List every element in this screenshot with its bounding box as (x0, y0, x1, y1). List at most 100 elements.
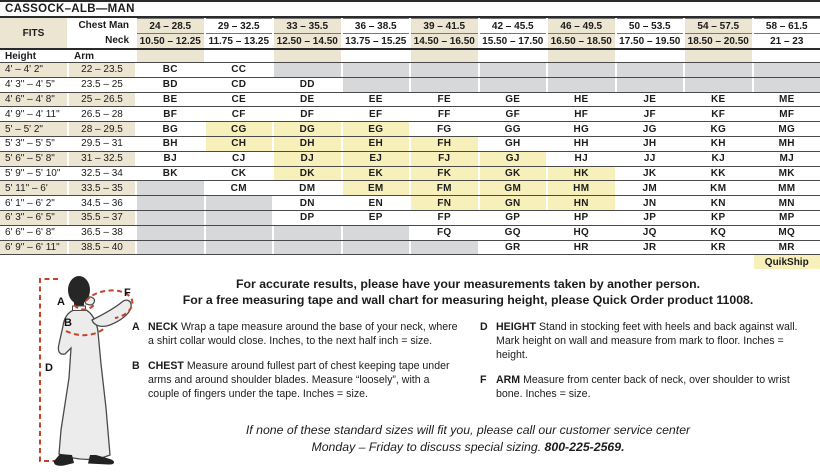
size-code-cell: GN (480, 196, 547, 210)
figure-label-neck: A (57, 296, 65, 308)
size-code-cell: GQ (480, 226, 547, 240)
arm-cell: 23.5 – 25 (69, 78, 135, 92)
height-cell: 5' 6" – 5' 8" (0, 152, 67, 166)
size-code-cell: CE (206, 93, 273, 107)
unavailable-cell (685, 78, 752, 92)
arm-cell: 38.5 – 40 (69, 241, 135, 255)
neck-range-cell: 11.75 – 13.25 (206, 33, 273, 48)
instruction-letter: F (480, 373, 496, 401)
size-code-cell: CM (206, 181, 273, 195)
height-column-label: Height (0, 50, 67, 62)
size-code-cell: BC (137, 63, 204, 77)
unavailable-cell (480, 63, 547, 77)
instruction-text: HEIGHT Stand in stocking feet with heels… (496, 320, 808, 362)
size-code-cell: DH (274, 137, 341, 151)
size-code-cell: DF (274, 107, 341, 121)
size-code-cell: BE (137, 93, 204, 107)
chest-range-cell: 46 – 49.5 (548, 18, 615, 33)
neck-range-cell: 16.50 – 18.50 (548, 33, 615, 48)
size-code-cell: KE (685, 93, 752, 107)
header-stripe-cell (137, 50, 204, 62)
chest-range-cell: 54 – 57.5 (685, 18, 752, 33)
size-code-cell: FF (411, 107, 478, 121)
height-cell: 5' 3" – 5' 5" (0, 137, 67, 151)
unavailable-cell (137, 241, 204, 255)
size-code-cell: EP (343, 211, 410, 225)
size-code-cell: JN (617, 196, 684, 210)
neck-range-cell: 17.50 – 19.50 (617, 33, 684, 48)
unavailable-cell (137, 196, 204, 210)
size-code-cell: HH (548, 137, 615, 151)
unavailable-cell (754, 63, 820, 77)
chest-range-cell: 39 – 41.5 (411, 18, 478, 33)
size-code-cell: MF (754, 107, 820, 121)
height-cell: 4' 6" – 4' 8" (0, 93, 67, 107)
size-code-cell: KJ (685, 152, 752, 166)
special-sizing-line2: Monday – Friday to discuss special sizin… (122, 439, 814, 456)
height-cell: 6' 3" – 6' 5" (0, 211, 67, 225)
header-stripe-cell (685, 50, 752, 62)
size-code-cell: DG (274, 122, 341, 136)
height-cell: 5' – 5' 2" (0, 122, 67, 136)
instruction-letter: D (480, 320, 496, 362)
size-code-cell: MG (754, 122, 820, 136)
arm-cell: 34.5 – 36 (69, 196, 135, 210)
unavailable-cell (137, 211, 204, 225)
header-stripe-cell (617, 50, 684, 62)
size-code-cell: DJ (274, 152, 341, 166)
height-cell: 5' 11" – 6' (0, 181, 67, 195)
header-stripe-cell (343, 50, 410, 62)
neck-range-cell: 13.75 – 15.25 (343, 33, 410, 48)
size-code-cell: HF (548, 107, 615, 121)
size-code-cell: EF (343, 107, 410, 121)
neck-range-cell: 15.50 – 17.50 (480, 33, 547, 48)
height-cell: 4' – 4' 2" (0, 63, 67, 77)
instruction-term: CHEST (148, 360, 187, 372)
arm-cell: 36.5 – 38 (69, 226, 135, 240)
size-code-cell: EJ (343, 152, 410, 166)
left-shoe (54, 454, 74, 466)
arm-cell: 29.5 – 31 (69, 137, 135, 151)
size-code-cell: EE (343, 93, 410, 107)
chest-range-cell: 36 – 38.5 (343, 18, 410, 33)
size-code-cell: JP (617, 211, 684, 225)
arm-cell: 28 – 29.5 (69, 122, 135, 136)
size-code-cell: DD (274, 78, 341, 92)
size-code-cell: HN (548, 196, 615, 210)
size-code-cell: FH (411, 137, 478, 151)
size-code-cell: FJ (411, 152, 478, 166)
chest-range-cell: 33 – 35.5 (274, 18, 341, 33)
height-cell: 6' 9" – 6' 11" (0, 241, 67, 255)
instruction-term: ARM (496, 374, 523, 386)
size-code-cell: FQ (411, 226, 478, 240)
size-code-cell: MH (754, 137, 820, 151)
figure-label-height: D (45, 362, 53, 374)
size-code-cell: FG (411, 122, 478, 136)
size-code-cell: HE (548, 93, 615, 107)
size-code-cell: BH (137, 137, 204, 151)
size-code-cell: DE (274, 93, 341, 107)
size-code-cell: BG (137, 122, 204, 136)
cassock-figure: A B D F (0, 274, 118, 476)
unavailable-cell (548, 78, 615, 92)
unavailable-cell (137, 226, 204, 240)
size-code-cell: HP (548, 211, 615, 225)
instruction-letter: A (132, 320, 148, 348)
size-code-cell: CG (206, 122, 273, 136)
size-code-cell: JH (617, 137, 684, 151)
size-code-cell: CD (206, 78, 273, 92)
measuring-text-column: For accurate results, please have your m… (118, 274, 820, 476)
size-code-cell: CF (206, 107, 273, 121)
unavailable-cell (343, 78, 410, 92)
instruction-text: NECK Wrap a tape measure around the base… (148, 320, 460, 348)
header-stripe-cell (480, 50, 547, 62)
height-cell: 6' 6" – 6' 8" (0, 226, 67, 240)
